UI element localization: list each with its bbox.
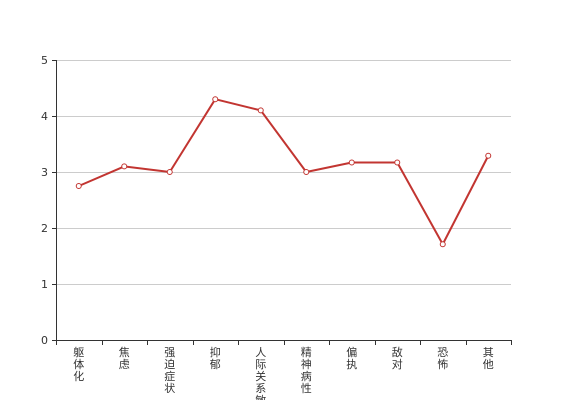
tick-labels: 0 1 2 3 4 5 躯体化 焦虑 强迫症状 抑郁 人际关系敏感 精神病性 偏执 敌对 恐怖 其他 <box>41 54 494 400</box>
x-tick-label: 抑郁 <box>210 345 221 371</box>
data-point <box>166 169 173 175</box>
data-point <box>212 96 219 103</box>
x-tick-label: 躯体化 <box>73 346 84 383</box>
y-tick-label: 3 <box>41 166 48 179</box>
data-point <box>348 159 355 166</box>
x-tick-label: 其他 <box>483 346 494 371</box>
data-point <box>485 152 492 159</box>
x-tick-label: 偏执 <box>346 345 357 371</box>
data-point <box>121 163 128 170</box>
y-tick-label: 2 <box>41 222 48 235</box>
y-tick-label: 0 <box>41 334 48 347</box>
axes <box>52 60 512 345</box>
series-line <box>78 98 490 246</box>
x-tick-label: 敌对 <box>392 345 403 371</box>
data-point <box>439 241 446 248</box>
x-tick-label: 恐怖 <box>437 346 448 371</box>
x-tick-label: 焦虑 <box>119 346 130 371</box>
y-tick-label: 4 <box>41 110 48 123</box>
data-point <box>394 159 401 166</box>
y-tick-label: 5 <box>41 54 48 67</box>
x-tick-label: 人际关系敏感 <box>255 346 266 400</box>
x-tick-label: 强迫症状 <box>164 346 175 395</box>
data-point <box>303 169 310 175</box>
y-tick-label: 1 <box>41 278 48 291</box>
x-tick-label: 精神病性 <box>301 346 312 395</box>
grid-lines <box>56 60 511 285</box>
series <box>75 96 492 248</box>
data-point <box>75 183 82 189</box>
data-point <box>257 107 264 114</box>
